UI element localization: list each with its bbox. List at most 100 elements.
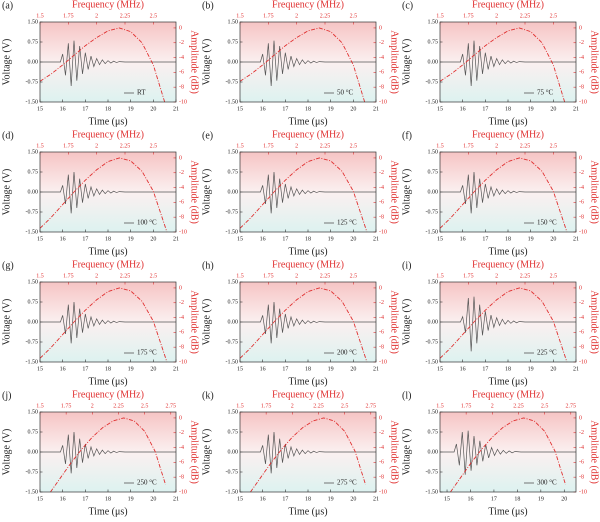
x-axis-title: Time (μs) [288, 116, 327, 127]
x2-tick-label: 2.5 [150, 143, 158, 149]
x-tick-label: 19 [128, 106, 134, 112]
panel-label: (a) [2, 0, 13, 11]
y-tick-label: 0.75 [428, 299, 439, 305]
y-axis-title: Voltage (V) [401, 429, 412, 476]
y2-axis-title: Amplitude (dB) [189, 290, 200, 354]
y2-tick-label: -2 [579, 430, 584, 436]
y-axis-title: Voltage (V) [401, 299, 412, 346]
y2-tick-label: -4 [579, 445, 584, 451]
y-tick-label: 1.50 [228, 409, 239, 415]
y2-tick-label: -6 [579, 460, 584, 466]
legend-label: 100 °C [137, 219, 157, 227]
x-tick-label: 16 [260, 496, 266, 502]
x-tick-label: 20 [150, 366, 156, 372]
x-tick-label: 17 [482, 366, 488, 372]
y-tick-label: -1.50 [26, 359, 39, 365]
x-axis-title: Time (μs) [288, 246, 327, 257]
y-tick-label: -1.50 [426, 99, 439, 105]
x-axis-title: Time (μs) [488, 506, 527, 517]
voltage-line [40, 301, 176, 344]
panel-label: (c) [402, 0, 413, 11]
y2-tick-label: 0 [379, 285, 382, 291]
panel-label: (h) [202, 260, 214, 271]
x2-tick-label: 2.5 [150, 13, 158, 19]
y2-tick-label: 0 [379, 155, 382, 161]
y2-tick-label: -8 [179, 215, 184, 221]
y2-tick-label: -4 [579, 315, 584, 321]
y-tick-label: 0.75 [428, 429, 439, 435]
x-tick-label: 18 [105, 366, 111, 372]
panel-label: (k) [202, 390, 214, 401]
y-tick-label: -1.50 [26, 489, 39, 495]
y2-tick-label: -2 [579, 40, 584, 46]
y2-tick-label: -4 [379, 55, 384, 61]
y-tick-label: 1.50 [28, 409, 39, 415]
y-tick-label: 0.00 [428, 189, 439, 195]
y2-tick-label: -6 [579, 70, 584, 76]
y2-tick-label: -4 [179, 55, 184, 61]
x-tick-label: 20 [550, 106, 556, 112]
panel-label: (f) [402, 130, 412, 141]
y2-axis-title: Amplitude (dB) [389, 160, 400, 224]
y2-axis-title: Amplitude (dB) [389, 290, 400, 354]
y2-tick-label: -6 [379, 460, 384, 466]
y2-axis-title: Amplitude (dB) [189, 160, 200, 224]
panel-label: (b) [202, 0, 214, 11]
x-tick-label: 15 [437, 106, 443, 112]
x2-axis-title: Frequency (MHz) [272, 129, 344, 140]
x2-tick-label: 1.5 [436, 13, 444, 19]
y-tick-label: 0.00 [228, 319, 239, 325]
x2-axis-title: Frequency (MHz) [272, 389, 344, 400]
x-axis-title: Time (μs) [488, 376, 527, 387]
x2-tick-label: 1.75 [263, 13, 274, 19]
y2-tick-label: -2 [179, 170, 184, 176]
x-tick-label: 20 [350, 106, 356, 112]
amplitude-line [39, 287, 168, 363]
x-tick-label: 21 [173, 496, 179, 502]
y2-tick-label: -8 [379, 475, 384, 481]
x2-tick-label: 2.25 [320, 273, 331, 279]
y2-axis-title: Amplitude (dB) [389, 30, 400, 94]
x-axis-title: Time (μs) [488, 246, 527, 257]
y2-axis-title: Amplitude (dB) [589, 160, 600, 224]
y-tick-label: 1.50 [428, 409, 439, 415]
x-tick-label: 21 [373, 236, 379, 242]
y-tick-label: 1.50 [28, 279, 39, 285]
x2-axis-title: Frequency (MHz) [72, 129, 144, 140]
x-tick-label: 18 [514, 496, 520, 502]
y2-tick-label: 0 [179, 155, 182, 161]
y-tick-label: -1.50 [26, 229, 39, 235]
x-tick-label: 15 [37, 236, 43, 242]
y-tick-label: 0.00 [28, 59, 39, 65]
x2-tick-label: 2 [295, 13, 298, 19]
y-tick-label: 0.00 [228, 189, 239, 195]
x2-tick-label: 2.25 [520, 273, 531, 279]
y2-axis-title: Amplitude (dB) [589, 30, 600, 94]
y2-tick-label: -10 [179, 359, 187, 365]
y-tick-label: 0.75 [28, 429, 39, 435]
y2-tick-label: -8 [379, 345, 384, 351]
x-tick-label: 16 [260, 366, 266, 372]
y-tick-label: -0.75 [426, 469, 439, 475]
panel-label: (j) [2, 390, 11, 401]
y-tick-label: 0.00 [428, 319, 439, 325]
x2-tick-label: 1.75 [463, 273, 474, 279]
x-tick-label: 21 [173, 366, 179, 372]
y-tick-label: -1.50 [426, 359, 439, 365]
x-axis-title: Time (μs) [88, 506, 127, 517]
y-axis-title: Voltage (V) [201, 169, 212, 216]
y-tick-label: -0.75 [226, 339, 239, 345]
x-tick-label: 15 [237, 496, 243, 502]
x2-tick-label: 1.5 [36, 13, 44, 19]
y-tick-label: 0.00 [428, 449, 439, 455]
voltage-line [40, 431, 176, 474]
y2-tick-label: -4 [179, 315, 184, 321]
x-tick-label: 16 [260, 106, 266, 112]
x-tick-label: 20 [150, 236, 156, 242]
x-tick-label: 16 [260, 236, 266, 242]
y-tick-label: 0.00 [28, 449, 39, 455]
y-axis-title: Voltage (V) [1, 299, 12, 346]
y-tick-label: 1.50 [28, 149, 39, 155]
x-tick-label: 15 [437, 366, 443, 372]
